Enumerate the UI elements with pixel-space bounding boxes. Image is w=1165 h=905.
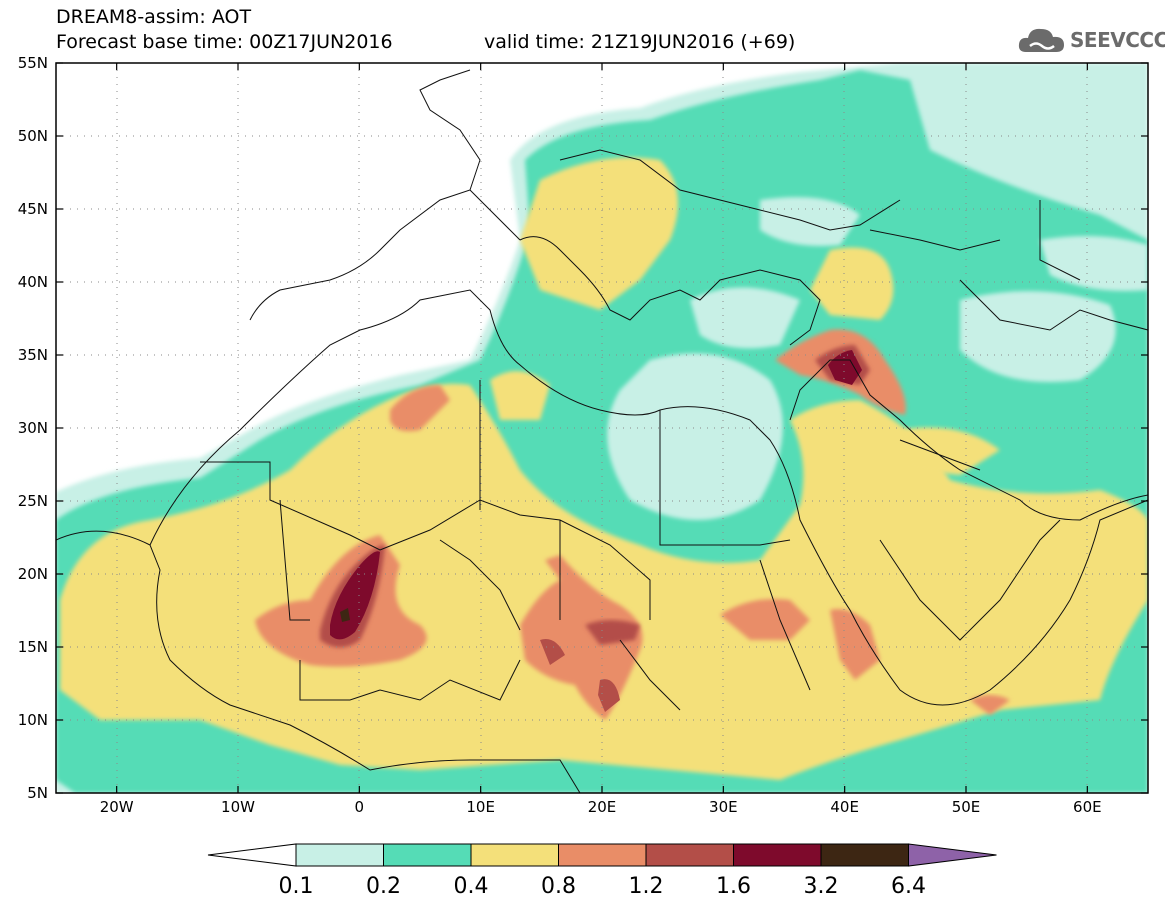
lat-label: 50N [17, 127, 48, 145]
colorbar-label: 1.6 [716, 874, 751, 899]
axis-ticks [56, 62, 1148, 794]
colorbar-segment [295, 843, 384, 867]
seevccc-logo: SEEVCCC [1018, 24, 1165, 56]
colorbar-segment [733, 843, 822, 867]
graticule [56, 63, 1148, 793]
lon-label: 30E [709, 798, 738, 816]
lat-label: 45N [17, 200, 48, 218]
colorbar-segment [383, 843, 472, 867]
lon-label: 0 [354, 798, 365, 816]
lon-label: 10W [221, 798, 255, 816]
lat-label: 35N [17, 346, 48, 364]
lat-label: 5N [27, 784, 48, 802]
lat-label: 15N [17, 638, 48, 656]
colorbar-over-arrow [908, 843, 997, 867]
lon-label: 60E [1073, 798, 1102, 816]
lon-label: 40E [830, 798, 859, 816]
lat-label: 40N [17, 273, 48, 291]
colorbar-label: 0.1 [278, 874, 314, 899]
valid-time: valid time: 21Z19JUN2016 (+69) [484, 31, 796, 53]
colorbar-under-arrow [207, 843, 297, 867]
colorbar-label: 1.2 [628, 874, 664, 899]
coastlines [56, 69, 1148, 793]
colorbar-segment [470, 843, 559, 867]
colorbar [207, 843, 997, 867]
forecast-base-time: Forecast base time: 00Z17JUN2016 valid ti… [56, 31, 795, 53]
lat-label: 25N [17, 492, 48, 510]
lat-label: 55N [17, 54, 48, 72]
colorbar-segment [645, 843, 734, 867]
lat-label: 10N [17, 711, 48, 729]
colorbar-label: 0.4 [453, 874, 489, 899]
colorbar-label: 0.2 [366, 874, 401, 899]
logo-text: SEEVCCC [1070, 28, 1165, 52]
colorbar-label: 0.8 [541, 874, 576, 899]
lon-label: 20E [587, 798, 617, 816]
map-title: DREAM8-assim: AOT [56, 6, 252, 28]
base-time-text: Forecast base time: 00Z17JUN2016 [56, 31, 393, 53]
colorbar-label: 3.2 [803, 874, 839, 899]
aot-field [56, 63, 1148, 793]
lon-label: 10E [466, 798, 495, 816]
colorbar-segment [820, 843, 909, 867]
colorbar-label: 6.4 [891, 874, 926, 899]
colorbar-segment [558, 843, 647, 867]
lat-label: 20N [17, 565, 48, 583]
cloud-icon [1018, 28, 1064, 52]
lon-label: 50E [951, 798, 981, 816]
lon-label: 20W [99, 798, 134, 816]
lat-label: 30N [17, 419, 48, 437]
